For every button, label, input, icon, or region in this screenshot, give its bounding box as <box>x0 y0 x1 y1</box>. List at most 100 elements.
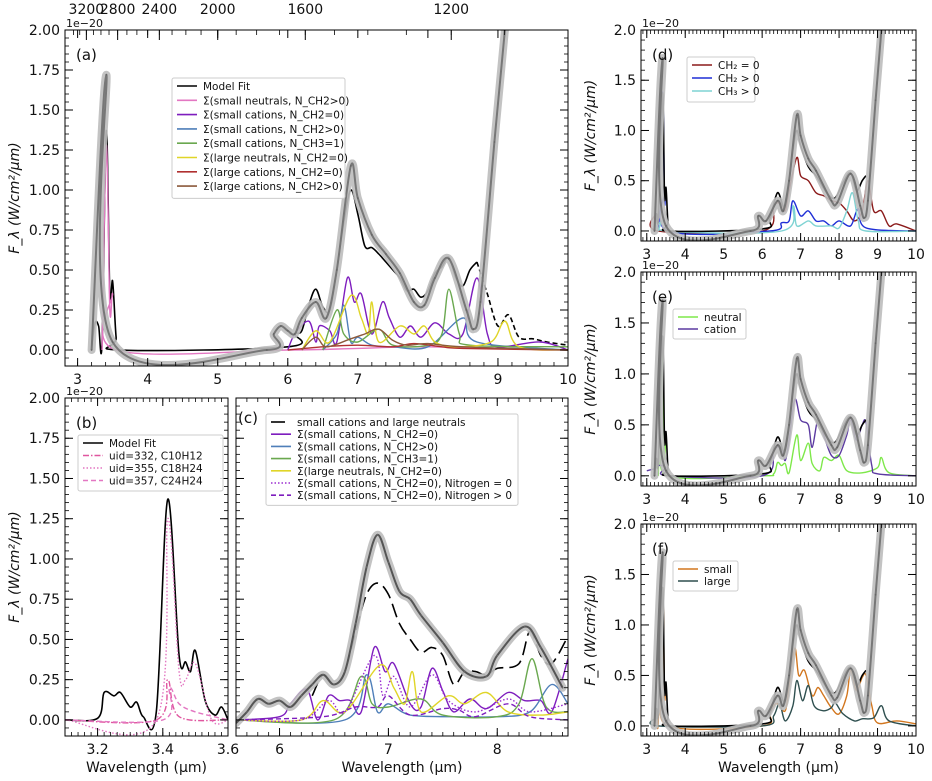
series-c-7-point <box>256 698 259 700</box>
legend-entry: Σ(large neutrals, N_CH2=0) <box>297 466 442 478</box>
plot-area <box>646 272 916 486</box>
legend-entry: Σ(large cations, N_CH2=0) <box>203 167 343 179</box>
y-tick-label: 1.0 <box>614 367 636 383</box>
x-tick-label: 7 <box>796 742 805 758</box>
series-e-3-point <box>863 461 865 464</box>
series-d-4-point <box>757 215 760 217</box>
series-e-3-point <box>665 469 667 472</box>
legend-entry: Σ(small cations, N_CH2=0) <box>297 429 438 441</box>
x-tick-label: 5 <box>719 492 728 508</box>
series-e-3-point <box>836 446 839 449</box>
y-axis-label: F_λ (W/cm²/μm) <box>7 142 23 253</box>
panel-label: (a) <box>76 46 97 64</box>
y-tick-label: 1.0 <box>614 618 636 634</box>
y-tick-label: 1.75 <box>29 63 60 79</box>
x-tick-label: 4 <box>681 247 690 263</box>
offset-text: 1e−20 <box>66 17 103 30</box>
legend-entry: cation <box>704 324 736 336</box>
series-d-4-point <box>830 199 833 202</box>
series-d-4-point <box>665 225 667 227</box>
x-tick-label: 8 <box>835 742 844 758</box>
series-c-7-point <box>278 699 281 702</box>
series-c-7-point <box>311 683 314 686</box>
series-c-7-point <box>409 598 412 601</box>
y-tick-label: 2.0 <box>614 517 636 533</box>
plot-area <box>649 524 916 736</box>
series-a-9-point <box>314 301 317 303</box>
series-e-3-point <box>653 474 656 477</box>
series-d-4-point <box>661 57 664 59</box>
series-c-7-point <box>485 675 488 678</box>
y-tick-label: 1.5 <box>614 316 636 332</box>
series-e-3-point <box>859 449 862 452</box>
series-c-7-point <box>322 673 324 676</box>
legend-a: Model Fit Σ(small neutrals, N_CH2>0) Σ(sma… <box>171 77 349 199</box>
series-e-3-point <box>807 401 810 404</box>
legend-entry: Σ(large neutrals, N_CH2=0) <box>203 153 348 165</box>
series-c-7-point <box>463 670 466 673</box>
y-tick-label: 1.75 <box>29 431 60 447</box>
top-axis-tick-label: 2000 <box>200 2 236 18</box>
series-c-7-point <box>398 590 401 592</box>
y-tick-label: 0.75 <box>29 592 60 608</box>
y-axis-label: F_λ (W/cm²/μm) <box>7 511 23 622</box>
offset-text: 1e−20 <box>642 17 679 30</box>
panel-label: (e) <box>652 288 673 306</box>
legend-entry: uid=357, C24H24 <box>109 476 203 488</box>
series-e-3-point <box>795 357 798 360</box>
x-tick-label: 6 <box>758 742 767 758</box>
series-c-7-point <box>267 702 270 705</box>
x-tick-label: 9 <box>873 492 882 508</box>
top-axis-tick-label: 3200 <box>69 2 105 18</box>
series-d-4-point <box>788 179 790 182</box>
series-a-9-point <box>293 333 296 335</box>
legend-entry: CH₂ > 0 <box>718 73 760 85</box>
series-d-4-point <box>815 169 817 172</box>
panel-e: 3 4 5 6 7 8 9 10 0.0 0.5 1.0 1.5 2.0 1e−20 F_λ (W/cm²/… <box>583 259 925 508</box>
series-a-9-point <box>448 257 450 260</box>
series-a-9-point <box>279 325 282 327</box>
plot-area <box>649 30 916 241</box>
series-c-7-point <box>496 654 499 657</box>
series-f-3-point <box>863 711 865 714</box>
series-a-9-point <box>370 233 373 236</box>
series-a-9-point <box>272 333 275 335</box>
series-c-7-point <box>344 670 346 673</box>
series-b-1 <box>65 678 228 724</box>
series-a-9-point <box>286 329 289 332</box>
legend-entry: uid=355, C18H24 <box>109 463 203 475</box>
series-c-7-band <box>236 530 567 728</box>
x-tick-label: 3.6 <box>217 742 239 758</box>
x-tick-label: 5 <box>213 372 222 388</box>
series-a-9-point <box>90 349 93 351</box>
x-tick-label: 6 <box>758 492 767 508</box>
series-f-1 <box>649 679 916 728</box>
x-tick-label: 3.2 <box>86 742 108 758</box>
series-a-9-point <box>493 141 496 143</box>
legend-entry: Σ(small cations, N_CH2=0) <box>203 110 344 122</box>
top-axis-tick-label: 2800 <box>100 2 136 18</box>
series-a-9-point <box>413 301 415 303</box>
series-f-3-point <box>765 714 767 717</box>
x-tick-label: 7 <box>796 247 805 263</box>
series-c-7-point <box>300 694 303 697</box>
top-axis-tick-label: 1200 <box>433 2 469 18</box>
x-tick-label: 5 <box>719 742 728 758</box>
x-tick-label: 4 <box>143 372 152 388</box>
legend-entry: Σ(small cations, N_CH2=0), Nitrogen > 0 <box>297 490 512 502</box>
series-f-3-point <box>782 704 785 707</box>
series-e-3-point <box>749 474 752 477</box>
series-e-3-point <box>815 413 817 416</box>
y-axis-label: F_λ (W/cm²/μm) <box>583 574 599 685</box>
series-e-3-point <box>765 464 767 467</box>
legend-box <box>77 434 224 492</box>
x-tick-label: 7 <box>384 742 393 758</box>
series-f-3-point <box>795 608 798 611</box>
series-f-3-point <box>776 694 779 697</box>
series-f-3-point <box>815 664 817 667</box>
series-c-7-point <box>523 625 526 628</box>
series-a-1 <box>476 261 568 346</box>
series-e-3-point <box>782 454 785 457</box>
series-b-0 <box>65 498 228 731</box>
